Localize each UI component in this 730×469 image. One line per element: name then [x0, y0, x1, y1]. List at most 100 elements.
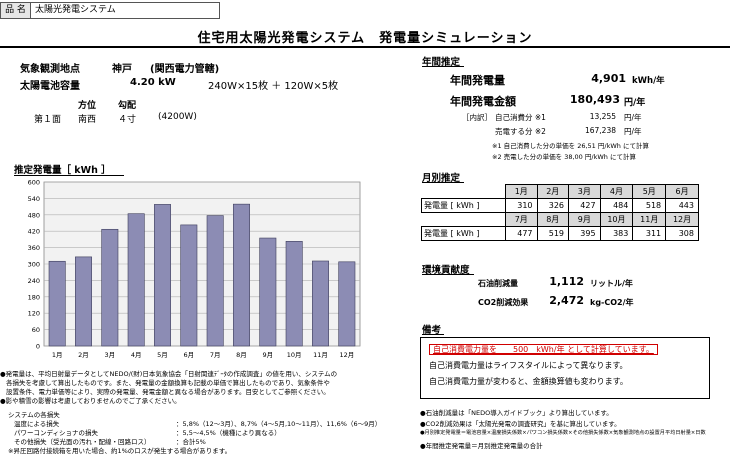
x-tick-label: 10月: [287, 351, 302, 359]
month-header-cell: 10月: [599, 212, 634, 227]
loss-inverter-value: ：5,5～4,5%（機種により異なる）: [176, 429, 281, 437]
annual-heading-underline: [422, 66, 464, 67]
face-direction: 南西: [78, 115, 97, 125]
face-label: 第１面: [34, 115, 62, 125]
bar-11: [312, 260, 329, 347]
remarks-line-2: 自己消費電力量はライフスタイルによって異なります。: [429, 361, 628, 370]
co2-reduction-unit: kg-CO2/年: [590, 298, 634, 307]
bar-5: [154, 204, 171, 347]
month-value-cell: 326: [536, 198, 570, 213]
loss-temperature-value: ：5,8%（12～3月）、8,7%（4～5月,10～11月）、11,6%（6～9…: [176, 420, 382, 428]
remarks-box: 自己消費電力量を 500 kWh/年 として計算しています。 自己消費電力量はラ…: [420, 337, 710, 399]
footnote-line-2: 各損失を考慮して算出したものです。また、発電量の金額換算も記載の単価で算出したも…: [6, 379, 330, 387]
sell-unit: 円/年: [624, 127, 642, 136]
y-tick-label: 360: [28, 244, 40, 252]
month-header-cell: 8月: [536, 212, 570, 227]
x-tick-label: 12月: [339, 351, 354, 359]
annual-generation-unit: kWh/年: [632, 76, 665, 86]
bar-3: [101, 228, 119, 347]
annual-generation-value: 4,901: [591, 72, 626, 85]
right-footnote-2: ●CO2削減効果は「太陽光発電の調査研究」を基に算出しています。: [420, 420, 621, 428]
monthly-table-1: 1月 2月 3月 4月 5月 6月 発電量 [ kWh ] 310 326 42…: [421, 184, 699, 241]
x-tick-label: 6月: [184, 351, 195, 359]
y-tick-label: 600: [28, 179, 40, 187]
y-tick-label: 300: [28, 261, 40, 269]
loss-other-label: その他損失（受光面の汚れ・配線・回路ロス）: [14, 438, 151, 446]
bar-6: [180, 224, 198, 347]
x-tick-label: 7月: [210, 351, 221, 359]
y-tick-label: 420: [28, 228, 40, 236]
bar-10: [285, 241, 303, 347]
row-label: 発電量 [ kWh ]: [421, 226, 506, 241]
self-consumption-value: 13,255: [589, 112, 616, 121]
month-value-row: 発電量 [ kWh ] 310 326 427 484 518 443: [421, 198, 699, 213]
capacity-detail: 240W×15枚 ＋ 120W×5枚: [208, 81, 339, 92]
remarks-heading-underline: [422, 334, 444, 335]
month-value-row: 発電量 [ kWh ] 477 519 395 383 311 308: [421, 226, 699, 241]
month-value-cell: 395: [568, 226, 601, 241]
y-tick-label: 60: [32, 326, 40, 334]
footnote-line-4: ●影や積雪の影響は考慮しておりませんのでご了承ください。: [0, 397, 181, 405]
month-header-row: 1月 2月 3月 4月 5月 6月: [421, 184, 699, 199]
x-tick-label: 4月: [131, 351, 142, 359]
y-tick-label: 0: [36, 343, 40, 351]
month-header-cell: 1月: [505, 184, 538, 199]
co2-reduction-label: CO2削減効果: [478, 298, 529, 307]
environment-heading: 環境貢献度: [422, 265, 470, 276]
direction-column-label: 方位: [78, 101, 97, 111]
month-header-cell: 2月: [536, 184, 570, 199]
capacity-value: 4.20 kW: [130, 77, 176, 88]
loss-note: ※昇圧回路付接続箱を用いた場合、約1%のロスが発生する場合があります。: [8, 447, 232, 455]
month-header-cell: 5月: [632, 184, 667, 199]
month-value-cell: 484: [599, 198, 634, 213]
month-value-cell: 477: [505, 226, 538, 241]
x-tick-label: 8月: [236, 351, 247, 359]
loss-other-value: ：合計5%: [176, 438, 206, 446]
row-label: 発電量 [ kWh ]: [421, 198, 506, 213]
self-consumption-unit: 円/年: [624, 113, 642, 122]
co2-reduction-value: 2,472: [549, 294, 584, 307]
y-tick-label: 480: [28, 211, 40, 219]
x-tick-label: 3月: [105, 351, 116, 359]
month-header-cell: 4月: [599, 184, 634, 199]
x-tick-label: 5月: [157, 351, 168, 359]
month-value-cell: 383: [599, 226, 634, 241]
oil-reduction-value: 1,112: [549, 275, 584, 288]
bar-7: [206, 215, 224, 347]
bar-4: [127, 213, 145, 347]
month-value-cell: 310: [505, 198, 538, 213]
annual-note-2: ※2 売電した分の単価を 38,00 円/kWh にて計算: [492, 153, 636, 161]
annual-generation-label: 年間発電量: [450, 74, 505, 87]
month-value-cell: 443: [665, 198, 699, 213]
generation-bar-chart: 0 60 120 180 240 300 360 420 480 540 600 1月 2月 3月 4月 5…: [28, 179, 361, 359]
bar-9: [259, 237, 277, 347]
y-tick-label: 180: [28, 293, 40, 301]
month-value-cell: 308: [665, 226, 699, 241]
right-footnote-4: ●年間推定発電量＝月別推定発電量の合計: [420, 442, 543, 450]
location-label: 気象観測地点: [20, 64, 80, 75]
title-divider: [0, 46, 730, 48]
capacity-label: 太陽電池容量: [20, 81, 80, 92]
slope-column-label: 勾配: [118, 101, 137, 111]
self-consumption-label: 自己消費分 ※1: [495, 113, 546, 122]
month-header-cell: 3月: [568, 184, 601, 199]
annual-amount-unit: 円/年: [624, 98, 646, 108]
blank-corner-cell: [421, 212, 506, 227]
monthly-heading: 月別推定: [422, 173, 461, 184]
oil-reduction-unit: リットル/年: [590, 279, 633, 288]
y-tick-label: 240: [28, 277, 40, 285]
month-header-cell: 12月: [665, 212, 699, 227]
month-header-cell: 7月: [505, 212, 538, 227]
location-value: 神戸: [112, 64, 132, 75]
monthly-heading-underline: [422, 182, 464, 183]
footnote-line-1: ●発電量は、平均日射量データとしてNEDO/(財)日本気象協会「日射関連ﾃﾞｰﾀ…: [0, 370, 338, 378]
face-power: (4200W): [158, 112, 197, 122]
month-value-cell: 427: [568, 198, 601, 213]
annual-heading: 年間推定: [422, 57, 461, 68]
loss-heading: システムの各損失: [8, 411, 60, 419]
month-value-cell: 311: [632, 226, 667, 241]
month-header-cell: 6月: [665, 184, 699, 199]
remarks-heading: 備考: [422, 325, 442, 336]
product-name-label: 品 名: [1, 3, 31, 18]
annual-note-1: ※1 自己消費した分の単価を 26,51 円/kWh にて計算: [492, 142, 649, 150]
